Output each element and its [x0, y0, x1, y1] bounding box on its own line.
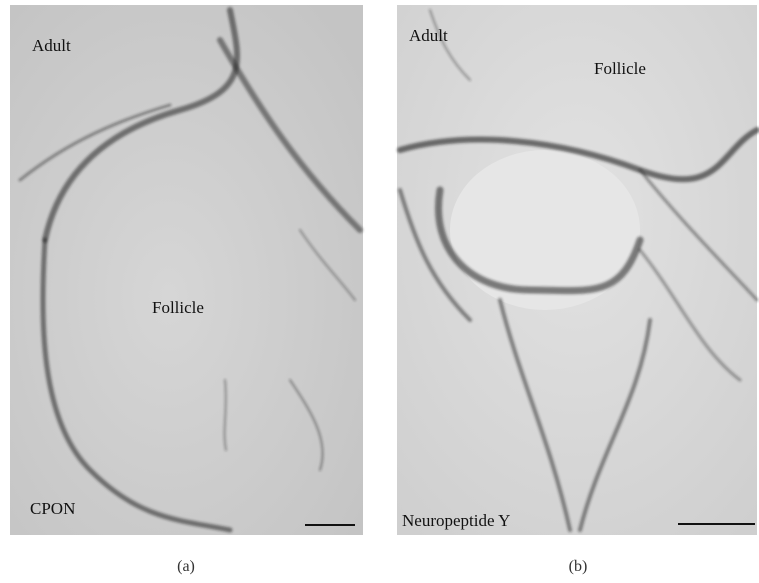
- panel-caption: (a): [177, 558, 195, 575]
- micrograph: [10, 5, 363, 535]
- bottom-label: CPON: [30, 499, 75, 518]
- top-label: Adult: [409, 26, 448, 45]
- bottom-label: Neuropeptide Y: [402, 511, 510, 530]
- top-label: Adult: [32, 36, 71, 55]
- center-label: Follicle: [152, 298, 204, 317]
- center-label: Follicle: [594, 59, 646, 78]
- figure: Adult Follicle CPON (a) Adult Follicle N…: [0, 0, 759, 578]
- panel-b: Adult Follicle Neuropeptide Y (b): [397, 5, 757, 575]
- panel-caption: (b): [569, 558, 588, 575]
- panel-a: Adult Follicle CPON (a): [10, 5, 363, 575]
